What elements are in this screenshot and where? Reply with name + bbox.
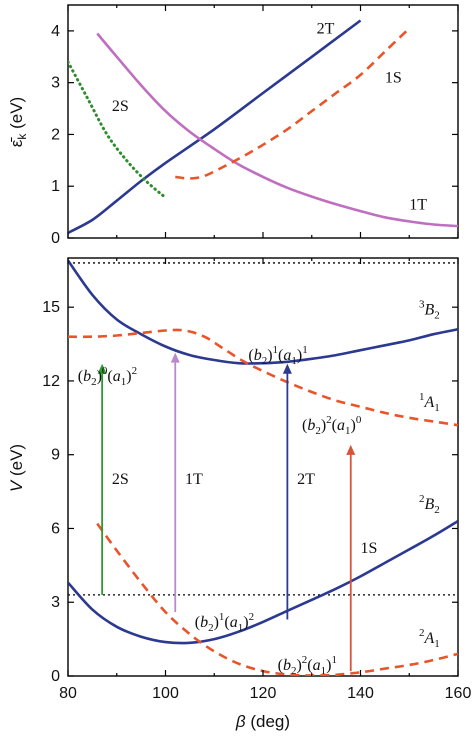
bottom-ytick-label: 12 (42, 373, 60, 390)
bottom-xtick-label: 140 (347, 685, 374, 702)
top-series-2s (68, 60, 167, 200)
top-panel: 0 1 2 3 4 2T 1S 2S 1T ε̄k (eV) (7, 4, 459, 247)
bottom-ytick-label: 6 (51, 520, 60, 537)
top-ytick-label: 0 (51, 230, 60, 247)
top-series-1s (175, 27, 411, 180)
top-series-2t (68, 19, 362, 234)
bottom-label-2s: 2S (112, 471, 129, 488)
bottom-ytick-label: 9 (51, 447, 60, 464)
top-label-2t: 2T (317, 20, 335, 37)
bottom-label-1t: 1T (185, 471, 203, 488)
bottom-arrow-head-2s (97, 363, 107, 374)
bottom-xtick-label: 100 (152, 685, 179, 702)
bottom-xtick-label: 120 (250, 685, 277, 702)
top-y-axis-label: ε̄k (eV) (7, 97, 29, 147)
bottom-label-b2-a1: (b2)1(a1)2 (195, 611, 254, 634)
bottom-series-3b2 (68, 259, 458, 365)
bottom-series-2a1 (96, 522, 458, 676)
bottom-label-a1: 2A1 (419, 627, 440, 650)
bottom-arrow-head-1t (170, 352, 180, 363)
top-ytick-label: 3 (51, 75, 60, 92)
bottom-y-axis-label: V (eV) (7, 444, 26, 492)
bottom-label-a1: 1A1 (419, 391, 440, 414)
top-ytick-label: 2 (51, 126, 60, 143)
bottom-panel: 0 3 6 9 12 15 80 100 120 140 160 (b2)0(a1)2 (b2)1(a… (7, 257, 472, 731)
bottom-label-b2-a1: (b2)1(a1)1 (248, 344, 307, 367)
bottom-x-axis-label: β (deg) (235, 712, 290, 731)
bottom-label-b2-a1: (b2)2(a1)1 (278, 654, 337, 677)
bottom-label-b2: 3B2 (419, 299, 440, 322)
top-ytick-label: 4 (51, 23, 60, 40)
bottom-xtick-label: 160 (445, 685, 472, 702)
bottom-ytick-label: 3 (51, 594, 60, 611)
bottom-arrow-head-2t (282, 363, 292, 374)
top-label-1t: 1T (409, 197, 427, 214)
bottom-xtick-label: 80 (59, 685, 77, 702)
bottom-arrow-head-1s (346, 444, 356, 455)
bottom-label-b2-a1: (b2)0(a1)2 (78, 365, 137, 388)
bottom-label-2t: 2T (297, 471, 315, 488)
bottom-series-1a1 (68, 328, 458, 427)
top-label-2s: 2S (112, 98, 129, 115)
top-ytick-label: 1 (51, 178, 60, 195)
bottom-label-b2-a1: (b2)2(a1)0 (302, 414, 362, 437)
bottom-label-b2: 2B2 (419, 493, 440, 516)
bottom-plot-frame (67, 257, 459, 677)
bottom-label-1s: 1S (361, 540, 378, 557)
bottom-ytick-label: 15 (42, 299, 60, 316)
bottom-ytick-label: 0 (51, 668, 60, 685)
top-series-1t (96, 32, 458, 228)
bottom-series-2b2 (68, 519, 458, 645)
top-plot-frame (67, 4, 459, 239)
top-label-1s: 1S (385, 70, 402, 87)
